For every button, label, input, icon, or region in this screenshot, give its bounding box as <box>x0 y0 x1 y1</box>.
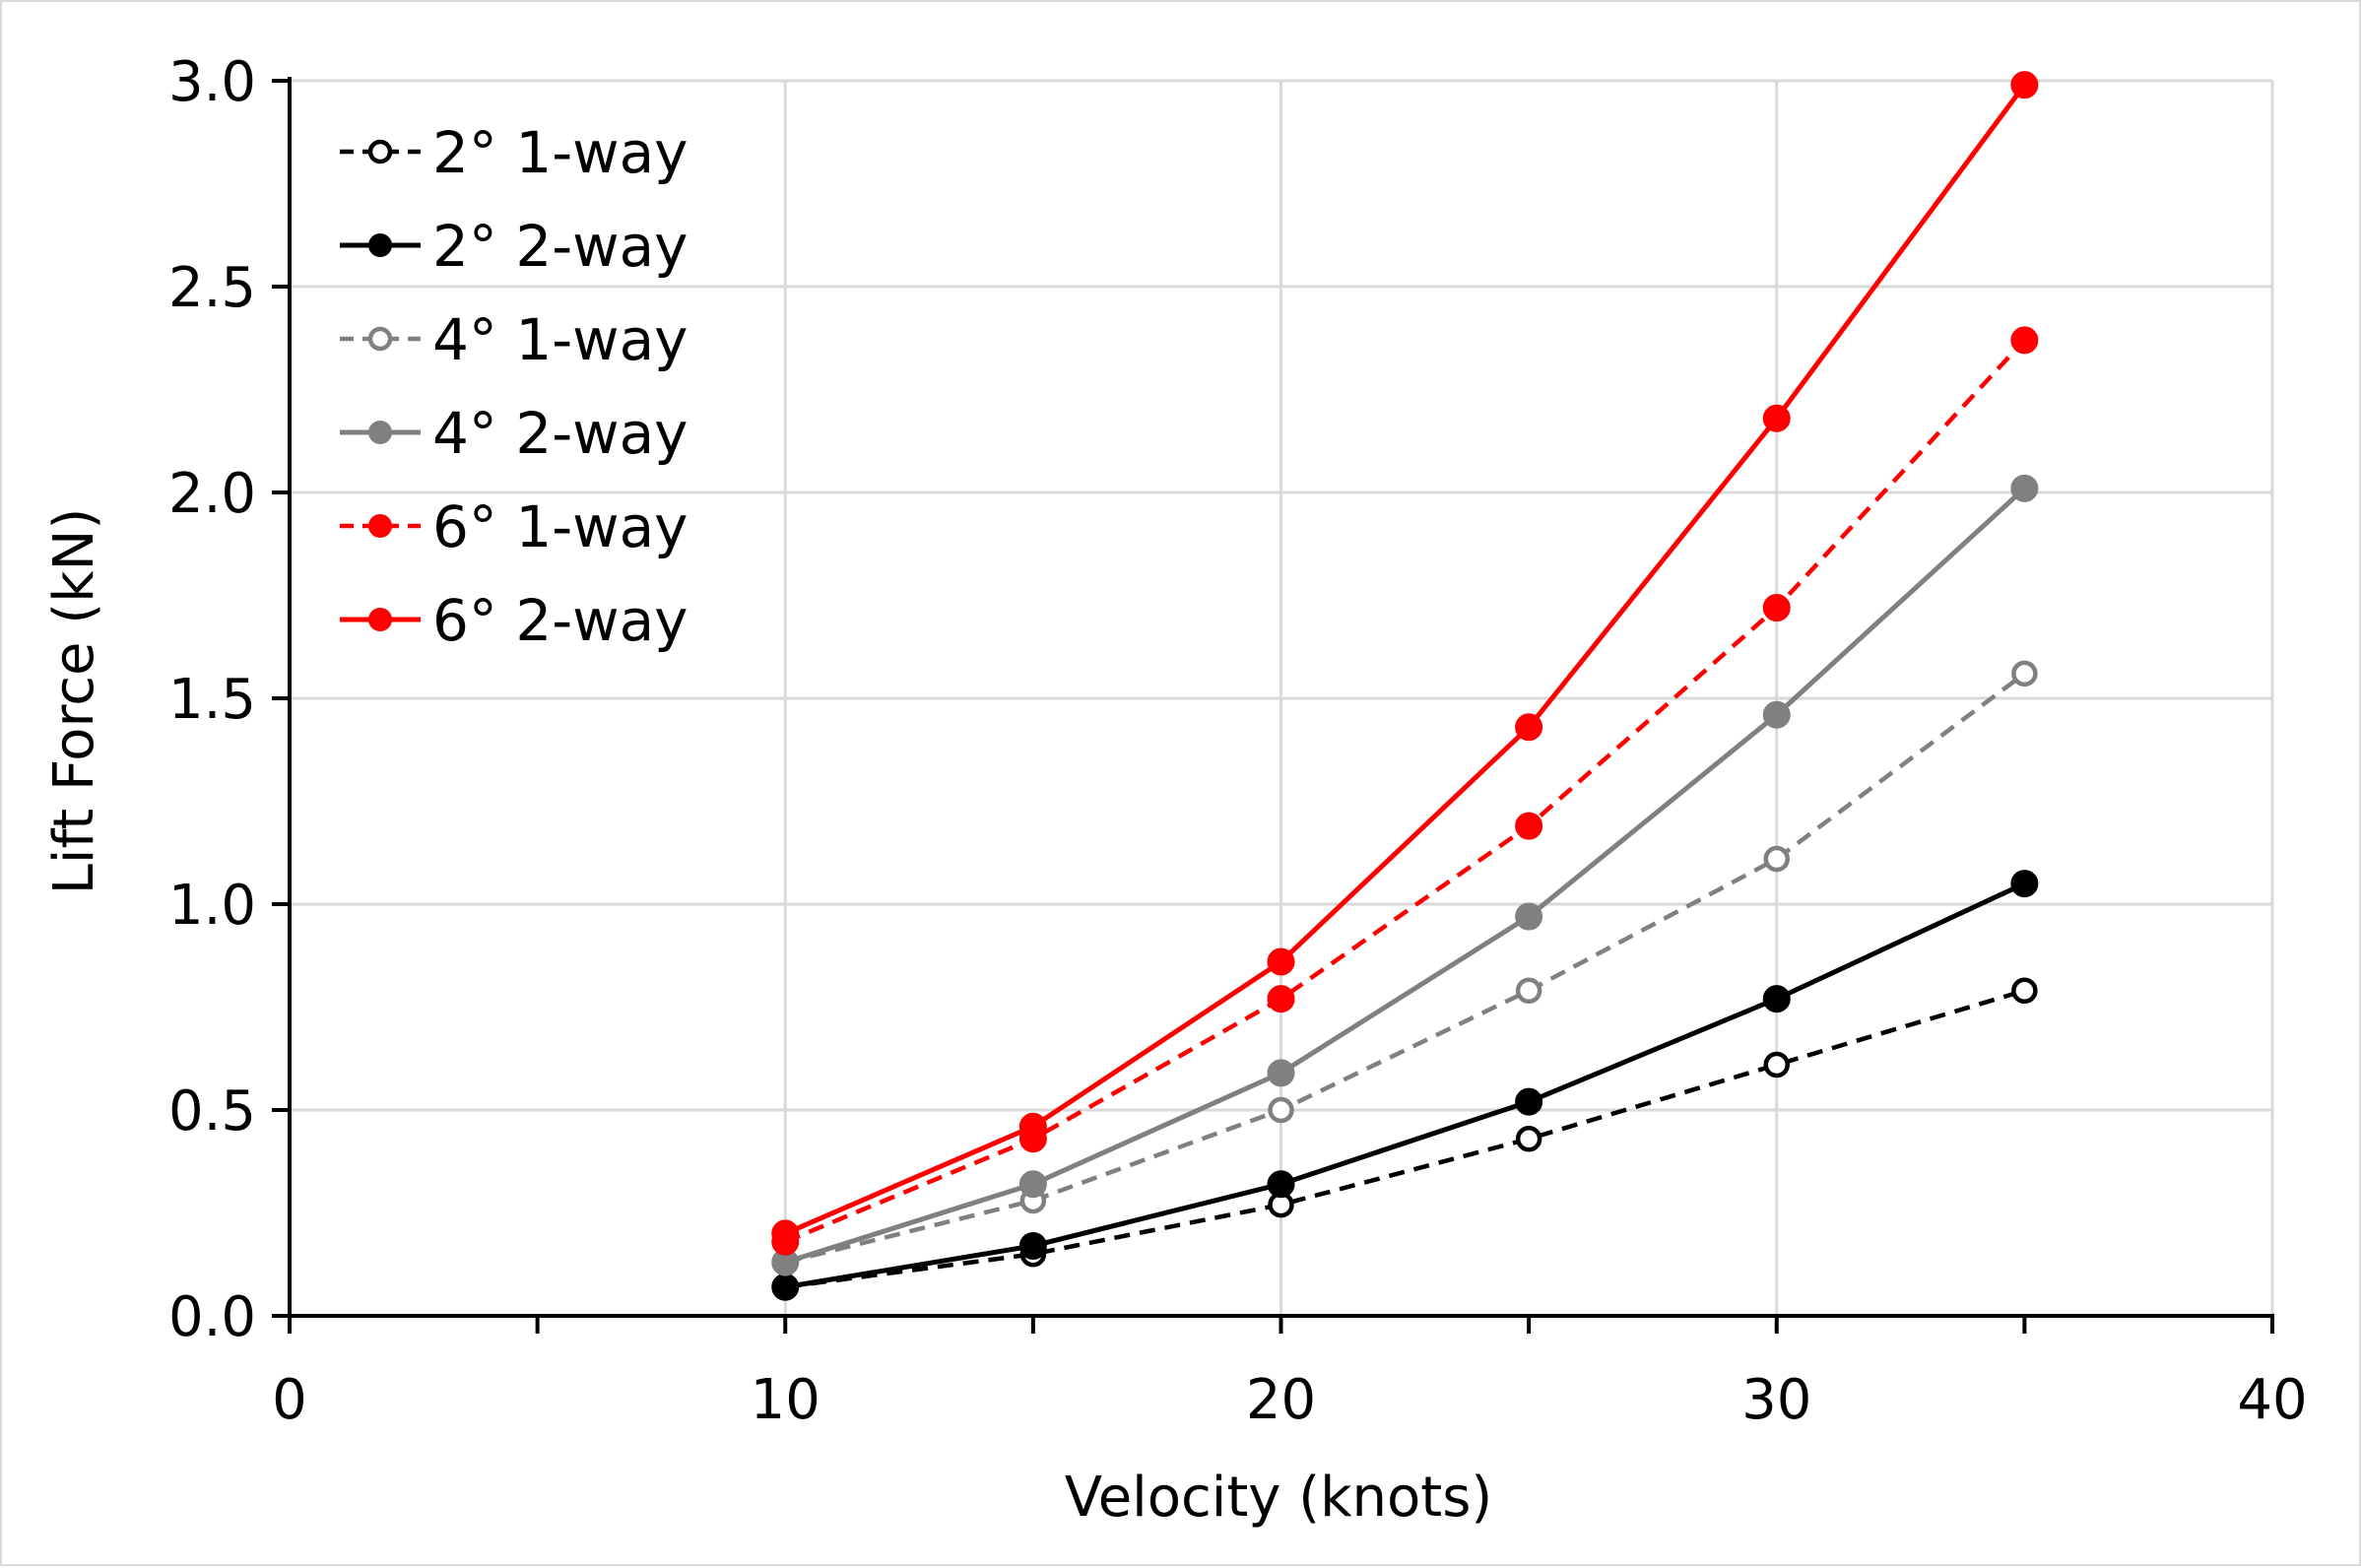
legend-swatch-marker <box>368 421 392 444</box>
data-point <box>1515 812 1543 840</box>
data-point <box>1018 1231 1047 1260</box>
series-line <box>784 486 2027 1266</box>
data-point <box>1515 977 1542 1005</box>
legend-swatch-marker <box>368 608 392 631</box>
legend-swatch-marker <box>367 326 393 352</box>
data-point <box>1515 902 1543 931</box>
legend-label: 6° 1-way <box>432 493 688 560</box>
series-0 <box>772 977 2038 1300</box>
data-point <box>771 1273 800 1301</box>
data-point <box>2010 474 2039 502</box>
series-1 <box>771 870 2039 1301</box>
legend-item-1: 2° 2-way <box>340 213 688 280</box>
axes: 0.0 0.5 1.0 1.5 2.0 2.5 3.0 0 10 20 30 40 <box>168 50 2308 1432</box>
gridlines <box>290 79 2274 1316</box>
x-axis-title: Velocity (knots) <box>1065 1466 1493 1530</box>
x-tick-label: 0 <box>272 1368 307 1432</box>
legend-label: 6° 2-way <box>432 587 688 654</box>
legend-item-0: 2° 1-way <box>340 119 688 186</box>
series-line <box>784 83 2027 1236</box>
legend-item-4: 6° 1-way <box>340 493 688 560</box>
data-point <box>1267 985 1295 1013</box>
legend: 2° 1-way 2° 2-way 4° 1-way 4° 2-way 6° 1-way… <box>340 119 688 654</box>
y-tick-label: 1.5 <box>168 668 256 732</box>
series-line <box>784 881 2026 1290</box>
data-point <box>2010 326 2039 355</box>
data-point <box>1763 845 1790 873</box>
legend-item-5: 6° 2-way <box>340 587 688 654</box>
series-line <box>784 338 2027 1244</box>
data-point <box>1763 1051 1790 1078</box>
series-line <box>784 672 2026 1265</box>
data-point <box>1515 1087 1543 1116</box>
data-point <box>1267 1059 1295 1087</box>
legend-item-2: 4° 1-way <box>340 306 688 373</box>
legend-swatch-marker <box>367 139 393 164</box>
data-point <box>1268 1096 1294 1124</box>
data-point <box>1018 1112 1047 1141</box>
legend-swatch-marker <box>368 233 392 257</box>
legend-label: 4° 2-way <box>432 400 688 467</box>
data-point <box>1267 947 1295 976</box>
data-point <box>1762 404 1791 432</box>
data-point <box>1762 985 1791 1013</box>
y-tick-label: 1.0 <box>168 874 256 938</box>
data-point <box>1018 1170 1047 1199</box>
x-tick-label: 10 <box>751 1368 820 1432</box>
series-line <box>784 988 2026 1289</box>
data-point <box>2010 870 2039 898</box>
y-tick-label: 0.0 <box>168 1285 256 1349</box>
y-tick-label: 3.0 <box>168 50 256 114</box>
y-tick-label: 0.5 <box>168 1079 256 1143</box>
data-point <box>1267 1170 1295 1199</box>
data-point <box>2011 977 2038 1005</box>
legend-label: 4° 1-way <box>432 306 688 373</box>
series-5 <box>771 71 2039 1248</box>
data-point <box>1515 1126 1542 1152</box>
series-4 <box>771 326 2039 1256</box>
x-tick-label: 30 <box>1741 1368 1811 1432</box>
legend-item-3: 4° 2-way <box>340 400 688 467</box>
series <box>771 71 2039 1301</box>
x-tick-label: 40 <box>2237 1368 2307 1432</box>
x-tick-label: 20 <box>1246 1368 1316 1432</box>
legend-label: 2° 1-way <box>432 119 688 186</box>
data-point <box>1762 700 1791 729</box>
y-tick-label: 2.5 <box>168 256 256 320</box>
data-point <box>2011 660 2038 687</box>
data-point <box>2010 71 2039 99</box>
legend-swatch-marker <box>368 514 392 538</box>
data-point <box>1762 594 1791 622</box>
y-tick-label: 2.0 <box>168 462 256 526</box>
legend-label: 2° 2-way <box>432 213 688 280</box>
data-point <box>1515 713 1543 742</box>
data-point <box>771 1219 800 1248</box>
y-axis-title: Lift Force (kN) <box>42 508 106 895</box>
